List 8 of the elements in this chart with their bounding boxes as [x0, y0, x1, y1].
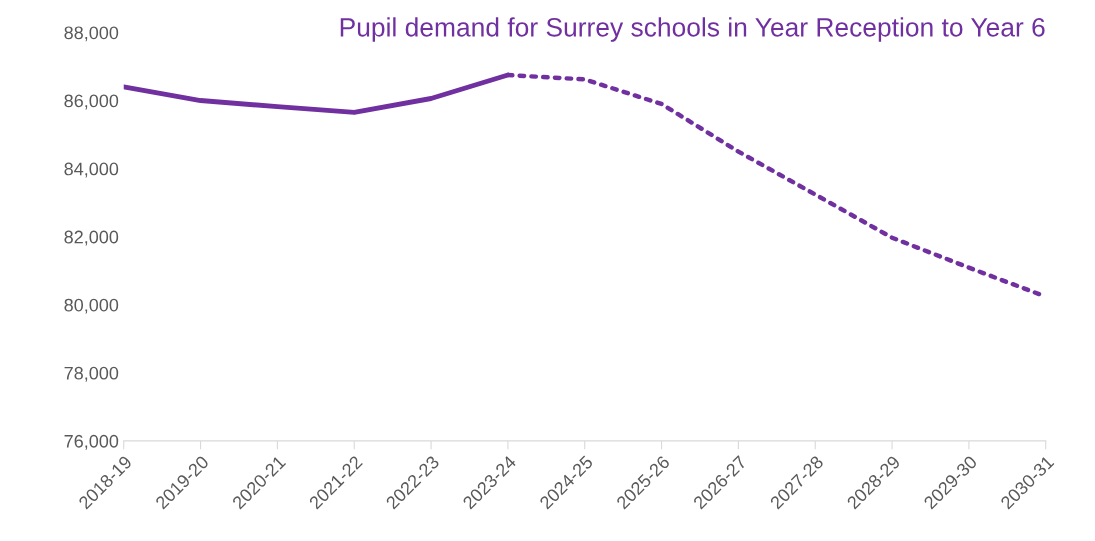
y-tick-label: 86,000: [64, 94, 119, 110]
y-tick-label: 82,000: [64, 230, 119, 246]
y-tick-label: 80,000: [64, 298, 119, 314]
y-tick-label: 78,000: [64, 366, 119, 382]
chart-title: Pupil demand for Surrey schools in Year Reception to Year 6: [340, 17, 1045, 42]
y-tick-label: 84,000: [64, 162, 119, 178]
y-tick-label: 88,000: [64, 26, 119, 42]
y-tick-label: 76,000: [64, 434, 119, 450]
